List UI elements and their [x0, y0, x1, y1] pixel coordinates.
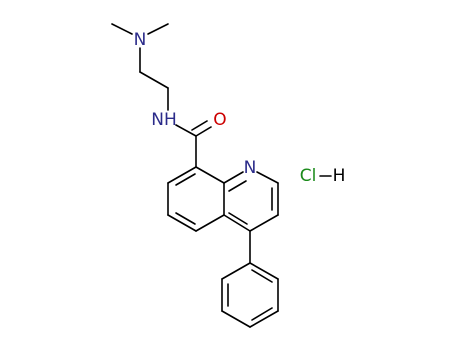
atom-label: H [333, 166, 346, 186]
atom-label: Cl [300, 166, 317, 186]
atom-label: N [244, 158, 257, 178]
atom-label: N [134, 30, 147, 50]
atom-label: O [213, 110, 226, 130]
bonds [111, 23, 332, 328]
atom-label: NH [151, 110, 177, 130]
